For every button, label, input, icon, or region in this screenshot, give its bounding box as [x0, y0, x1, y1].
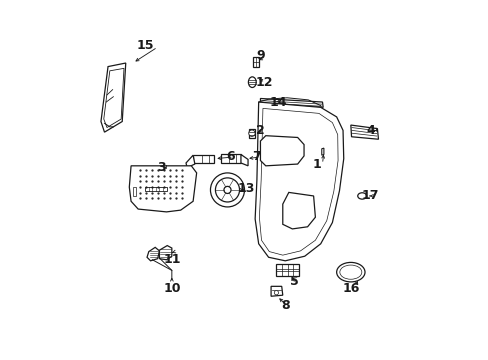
Text: 13: 13	[237, 183, 254, 195]
Text: 11: 11	[163, 253, 180, 266]
Polygon shape	[270, 286, 282, 296]
Polygon shape	[147, 247, 159, 261]
Polygon shape	[193, 155, 214, 163]
Ellipse shape	[339, 265, 361, 279]
Polygon shape	[185, 155, 195, 168]
Polygon shape	[101, 63, 125, 132]
Text: 17: 17	[361, 189, 378, 202]
Polygon shape	[248, 129, 255, 138]
Polygon shape	[133, 187, 136, 196]
Polygon shape	[221, 154, 241, 163]
Circle shape	[248, 130, 255, 136]
Polygon shape	[260, 136, 304, 166]
Circle shape	[215, 178, 239, 202]
Text: 2: 2	[256, 124, 264, 137]
Text: 7: 7	[252, 150, 261, 163]
Polygon shape	[321, 148, 323, 155]
Polygon shape	[276, 264, 299, 276]
Text: 15: 15	[136, 39, 154, 52]
Polygon shape	[282, 192, 315, 229]
Text: 14: 14	[269, 95, 286, 108]
Circle shape	[224, 186, 230, 193]
Text: 16: 16	[342, 282, 359, 294]
Polygon shape	[159, 246, 171, 260]
Text: 6: 6	[225, 150, 234, 163]
Polygon shape	[260, 99, 323, 107]
Polygon shape	[253, 57, 258, 67]
Polygon shape	[259, 108, 337, 255]
Text: 12: 12	[255, 76, 272, 89]
Polygon shape	[255, 102, 343, 261]
Ellipse shape	[357, 193, 366, 199]
Text: 9: 9	[256, 49, 264, 62]
Text: 8: 8	[281, 299, 289, 312]
Circle shape	[210, 173, 244, 207]
Polygon shape	[241, 154, 247, 166]
Text: 5: 5	[289, 275, 298, 288]
Text: 10: 10	[163, 282, 180, 294]
Text: 3: 3	[157, 161, 165, 174]
Ellipse shape	[336, 262, 364, 282]
Ellipse shape	[248, 77, 256, 87]
Text: 1: 1	[312, 158, 321, 171]
Polygon shape	[129, 166, 196, 212]
Polygon shape	[145, 187, 166, 192]
Polygon shape	[103, 68, 124, 127]
Polygon shape	[350, 125, 378, 139]
Text: 4: 4	[365, 124, 374, 137]
Circle shape	[274, 291, 278, 295]
